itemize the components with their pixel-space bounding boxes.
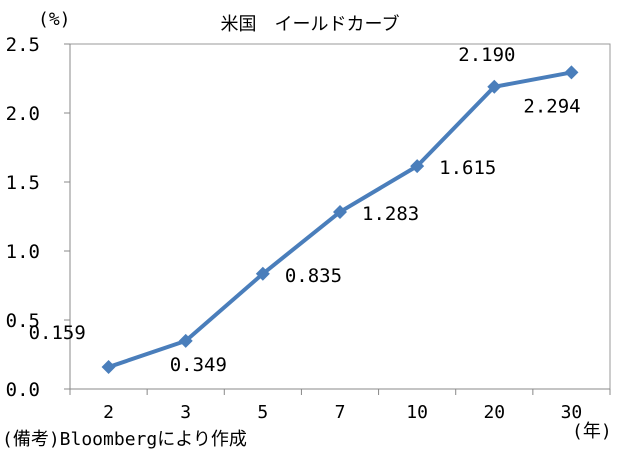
- data-label: 0.835: [285, 265, 342, 287]
- x-tick-label: 7: [335, 402, 346, 423]
- data-label: 2.294: [523, 95, 580, 117]
- data-point-marker: [178, 333, 193, 348]
- chart-title: 米国 イールドカーブ: [221, 13, 400, 35]
- y-tick-label: 1.0: [6, 241, 40, 263]
- data-label: 0.349: [170, 354, 227, 376]
- data-point-marker: [101, 360, 116, 375]
- data-point-marker: [487, 79, 502, 94]
- x-tick-label: 5: [257, 402, 268, 423]
- y-tick-label: 0.0: [6, 379, 40, 401]
- data-label: 1.283: [362, 203, 419, 225]
- data-label: 2.190: [458, 44, 515, 66]
- data-label: 1.615: [439, 157, 496, 179]
- y-axis: 0.0 0.5 1.0 1.5 2.0 2.5: [6, 34, 71, 401]
- y-tick-label: 0.5: [6, 310, 40, 332]
- y-tick-label: 2.0: [6, 103, 40, 125]
- y-tick-label: 1.5: [6, 172, 40, 194]
- data-point-marker: [410, 159, 425, 174]
- data-label: 0.159: [29, 322, 86, 344]
- y-tick-label: 2.5: [6, 34, 40, 56]
- x-tick-label: 30: [561, 402, 583, 423]
- y-unit-label: (%): [38, 9, 71, 30]
- x-tick-label: 20: [483, 402, 505, 423]
- data-point-marker: [255, 266, 270, 281]
- data-point-marker: [333, 204, 347, 219]
- x-tick-label: 3: [180, 402, 191, 423]
- x-tick-label: 2: [103, 402, 114, 423]
- x-tick-label: 10: [406, 402, 428, 423]
- source-note: (備考)Bloombergにより作成: [2, 429, 247, 450]
- data-point-marker: [564, 65, 579, 80]
- x-axis: 2 3 5 7 10 20 30: [69, 388, 611, 423]
- series-group: 0.159 0.349 0.835 1.283 1.615 2.190 2.294: [29, 44, 581, 376]
- x-unit-label: (年): [572, 421, 612, 442]
